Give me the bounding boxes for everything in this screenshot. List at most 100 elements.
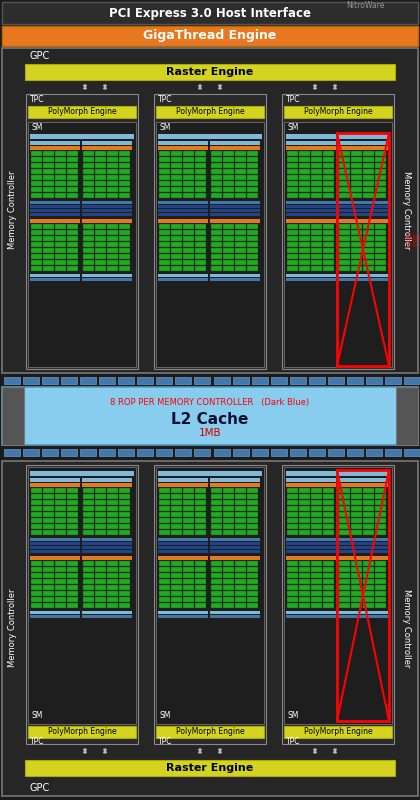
Bar: [55, 567, 66, 572]
Bar: [286, 478, 336, 482]
Text: L2 Cache: L2 Cache: [171, 411, 249, 426]
Bar: [310, 585, 321, 590]
Bar: [31, 260, 42, 265]
Bar: [223, 597, 234, 602]
Bar: [171, 169, 181, 174]
Text: PolyMorph Engine: PolyMorph Engine: [304, 727, 372, 737]
Bar: [351, 157, 362, 162]
Bar: [223, 530, 234, 535]
Text: Memory Controller: Memory Controller: [8, 170, 18, 250]
Bar: [82, 518, 94, 523]
Bar: [82, 141, 132, 145]
Bar: [286, 274, 336, 277]
Bar: [42, 518, 53, 523]
Bar: [82, 274, 132, 277]
Bar: [31, 506, 42, 511]
Bar: [210, 274, 260, 277]
Bar: [158, 201, 208, 204]
Bar: [247, 500, 257, 505]
Bar: [375, 260, 386, 265]
Bar: [310, 169, 321, 174]
Bar: [299, 254, 310, 259]
Bar: [351, 163, 362, 168]
Bar: [223, 224, 234, 229]
Bar: [42, 181, 53, 186]
Bar: [286, 546, 336, 549]
Bar: [158, 538, 208, 541]
Bar: [171, 518, 181, 523]
Bar: [223, 151, 234, 156]
Bar: [286, 538, 336, 541]
Bar: [183, 248, 194, 253]
Bar: [252, 449, 268, 456]
Bar: [247, 567, 257, 572]
Bar: [234, 260, 246, 265]
Bar: [55, 169, 66, 174]
Bar: [118, 449, 134, 456]
Bar: [299, 163, 310, 168]
Bar: [183, 524, 194, 529]
Bar: [375, 506, 386, 511]
Bar: [375, 236, 386, 241]
Bar: [286, 236, 297, 241]
Bar: [286, 224, 297, 229]
Bar: [55, 512, 66, 517]
Bar: [284, 467, 392, 724]
Bar: [183, 193, 194, 198]
Text: SM: SM: [159, 123, 171, 133]
Bar: [223, 266, 234, 271]
Text: GigaThread Engine: GigaThread Engine: [143, 30, 277, 42]
Bar: [286, 205, 336, 208]
Bar: [299, 561, 310, 566]
Bar: [156, 122, 264, 367]
Bar: [31, 266, 42, 271]
Bar: [55, 163, 66, 168]
Bar: [375, 585, 386, 590]
Bar: [118, 597, 129, 602]
Bar: [118, 169, 129, 174]
Bar: [82, 611, 132, 614]
Bar: [234, 163, 246, 168]
Bar: [154, 465, 266, 744]
Bar: [339, 585, 349, 590]
Bar: [118, 506, 129, 511]
Bar: [234, 248, 246, 253]
Text: 1MB: 1MB: [199, 428, 221, 438]
Bar: [107, 157, 118, 162]
Bar: [194, 591, 205, 596]
Bar: [26, 465, 138, 744]
Bar: [183, 494, 194, 499]
Bar: [299, 585, 310, 590]
Bar: [194, 175, 205, 180]
Bar: [171, 591, 181, 596]
Bar: [210, 494, 221, 499]
Bar: [366, 449, 382, 456]
Bar: [158, 205, 208, 208]
Bar: [31, 248, 42, 253]
Bar: [247, 169, 257, 174]
Bar: [42, 573, 53, 578]
Bar: [375, 530, 386, 535]
Bar: [171, 157, 181, 162]
Bar: [171, 573, 181, 578]
Bar: [223, 506, 234, 511]
Bar: [375, 579, 386, 584]
Bar: [66, 518, 78, 523]
Bar: [351, 169, 362, 174]
Bar: [351, 254, 362, 259]
Bar: [247, 151, 257, 156]
Bar: [234, 518, 246, 523]
Bar: [194, 512, 205, 517]
Bar: [55, 591, 66, 596]
Bar: [66, 591, 78, 596]
Bar: [234, 530, 246, 535]
Bar: [28, 106, 136, 118]
Bar: [171, 603, 181, 608]
Bar: [194, 248, 205, 253]
Bar: [338, 546, 388, 549]
Bar: [362, 224, 373, 229]
Bar: [183, 603, 194, 608]
Bar: [282, 465, 394, 744]
Bar: [55, 488, 66, 493]
Bar: [210, 193, 221, 198]
